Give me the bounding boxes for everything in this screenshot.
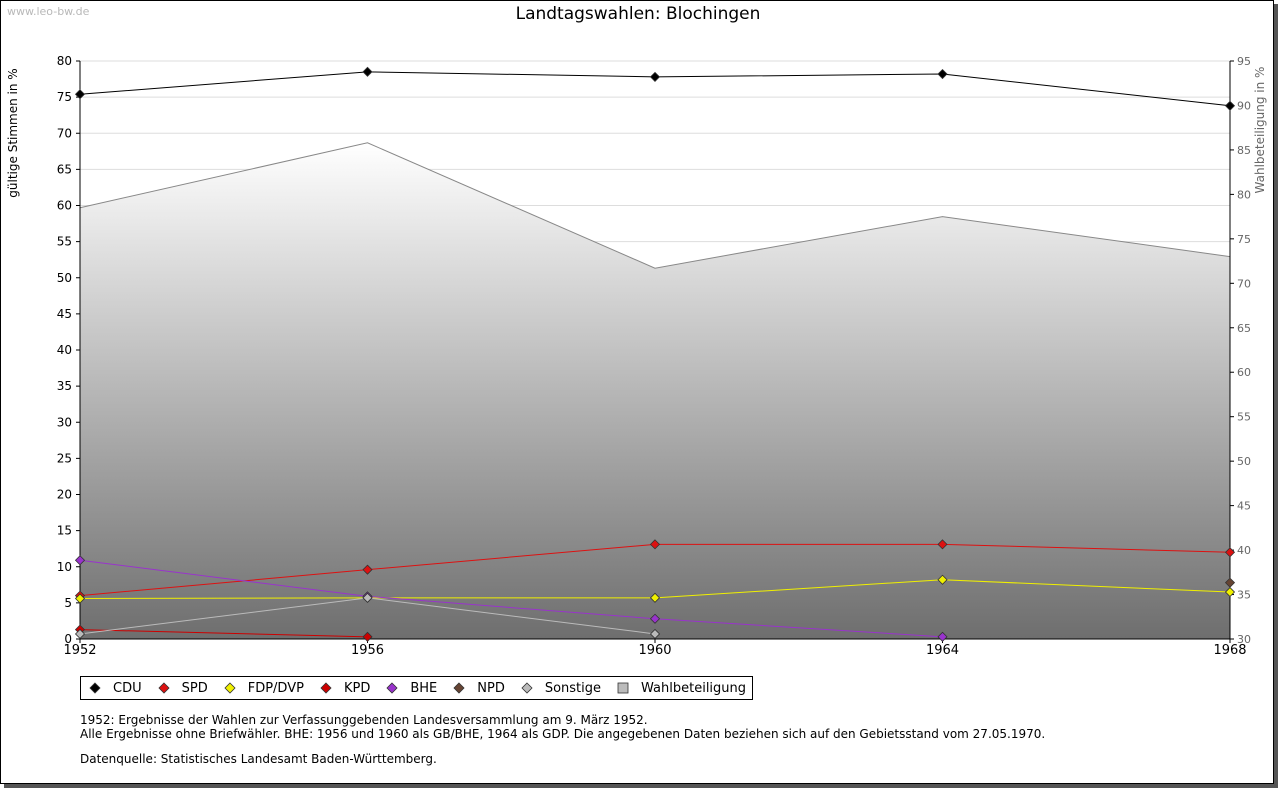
data-point-cdu [1224, 100, 1236, 111]
data-point-cdu [937, 68, 948, 80]
data-point-fdp-dvp [649, 592, 661, 603]
y-tick-label-right: 30 [1237, 633, 1251, 646]
diamond-marker-icon [386, 682, 398, 694]
data-point-spd [362, 564, 373, 575]
legend-label: KPD [343, 680, 371, 696]
y-tick-label-left: 20 [57, 488, 72, 502]
legend-label: FDP/DVP [247, 680, 304, 696]
legend-item: CDU [89, 681, 142, 696]
x-tick-label: 1956 [351, 643, 384, 658]
chart-title: Landtagswahlen: Blochingen [515, 4, 761, 24]
y-tick-label-right: 90 [1237, 99, 1251, 112]
x-tick-label: 1964 [926, 643, 959, 658]
data-point-sonstige [362, 592, 373, 603]
x-tick-label: 1952 [63, 643, 96, 658]
series-line-kpd [79, 629, 368, 638]
legend-item: KPD [320, 681, 370, 696]
diamond-marker-icon [453, 682, 465, 694]
y-tick-label-right: 75 [1237, 233, 1251, 246]
y-tick-label-left: 0 [64, 632, 72, 646]
data-point-spd [649, 539, 661, 550]
y-tick-label-left: 50 [57, 271, 72, 285]
y-tick-label-left: 45 [57, 307, 72, 321]
y-axis-label-left: gültige Stimmen in % [6, 68, 20, 198]
legend-item: Sonstige [521, 681, 601, 696]
data-point-cdu [362, 66, 373, 77]
chart-legend: CDU SPD FDP/DVP KPD BHE NPD Sonstige Wahlbeteil… [80, 676, 754, 700]
y-tick-label-right: 85 [1237, 144, 1251, 157]
note-line: 1952: Ergebnisse der Wahlen zur Verfassu… [80, 713, 648, 727]
y-tick-label-right: 80 [1237, 188, 1251, 201]
diamond-marker-icon [89, 682, 101, 694]
y-tick-label-left: 40 [57, 343, 72, 357]
legend-label: CDU [113, 680, 142, 696]
y-tick-label-right: 45 [1237, 500, 1251, 513]
legend-label: Wahlbeteiligung [641, 680, 747, 696]
y-tick-label-left: 10 [57, 560, 72, 574]
y-tick-label-left: 70 [57, 126, 72, 140]
data-point-bhe [937, 631, 948, 642]
y-tick-label-left: 5 [64, 596, 72, 610]
data-point-npd [1224, 577, 1236, 588]
y-tick-label-left: 35 [57, 379, 72, 393]
data-point-cdu [649, 71, 661, 82]
legend-item: FDP/DVP [224, 681, 304, 696]
y-tick-label-right: 95 [1237, 55, 1251, 68]
legend-item: SPD [158, 681, 208, 696]
data-point-kpd [362, 631, 373, 642]
legend-item: Wahlbeteiligung [617, 681, 746, 696]
y-tick-label-left: 30 [57, 415, 72, 429]
y-tick-label-right: 55 [1237, 411, 1251, 424]
data-point-fdp-dvp [1224, 586, 1236, 598]
series-line-bhe [79, 559, 943, 638]
data-point-fdp-dvp [937, 574, 948, 585]
y-tick-label-right: 70 [1237, 277, 1251, 290]
legend-label: NPD [477, 680, 505, 696]
data-point-sonstige [74, 628, 86, 640]
turnout-line [79, 142, 1231, 269]
data-point-spd [1224, 547, 1236, 558]
diamond-marker-icon [158, 682, 170, 694]
y-axis-label-right: Wahlbeteiligung in % [1253, 66, 1267, 194]
y-tick-label-left: 60 [57, 199, 72, 213]
square-marker-icon [617, 682, 629, 694]
diamond-marker-icon [320, 682, 332, 694]
data-point-cdu [74, 89, 86, 100]
y-tick-label-left: 80 [57, 54, 72, 68]
legend-label: Sonstige [544, 680, 602, 696]
watermark: www.leo-bw.de [7, 5, 90, 18]
diamond-marker-icon [224, 682, 236, 694]
y-tick-label-left: 75 [57, 90, 72, 104]
axes: 0 5 10 15 20 25 30 35 40 45 50 55 60 65 70 75 80 30 35 40 45… [57, 54, 1251, 658]
data-point-spd [937, 539, 948, 550]
legend-label: BHE [410, 680, 438, 696]
data-source: Datenquelle: Statistisches Landesamt Bad… [80, 752, 437, 766]
y-tick-label-right: 35 [1237, 589, 1251, 602]
y-tick-label-left: 25 [57, 451, 72, 465]
line-chart: 0 5 10 15 20 25 30 35 40 45 50 55 60 65 70 75 80 30 35 40 45… [57, 54, 1251, 658]
chart-notes: 1952: Ergebnisse der Wahlen zur Verfassu… [80, 713, 1045, 741]
y-tick-label-right: 50 [1237, 455, 1251, 468]
data-point-sonstige [649, 628, 661, 640]
y-tick-label-left: 15 [57, 524, 72, 538]
x-tick-label: 1960 [638, 643, 671, 658]
y-tick-label-left: 55 [57, 235, 72, 249]
x-tick-label: 1968 [1213, 643, 1246, 658]
data-point-bhe [649, 613, 661, 624]
legend-label: SPD [181, 680, 208, 696]
y-tick-label-right: 65 [1237, 322, 1251, 335]
turnout-area-fill [80, 142, 1230, 639]
y-tick-label-left: 65 [57, 162, 72, 176]
y-tick-label-right: 40 [1237, 544, 1251, 557]
diamond-marker-icon [521, 682, 533, 694]
data-point-bhe [74, 555, 86, 566]
turnout-area [79, 142, 1231, 639]
data-point-fdp-dvp [74, 593, 86, 604]
legend-item: BHE [386, 681, 437, 696]
note-line: Alle Ergebnisse ohne Briefwähler. BHE: 1… [80, 727, 1046, 741]
legend-item: NPD [453, 681, 505, 696]
y-tick-label-right: 60 [1237, 366, 1251, 379]
series-markers [74, 66, 1236, 642]
